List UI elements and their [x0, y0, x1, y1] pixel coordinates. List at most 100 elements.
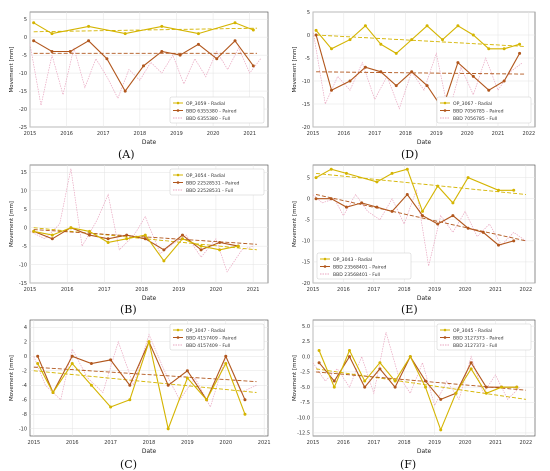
x-tick-label: 2019: [428, 440, 441, 446]
y-tick-label: -10.0: [297, 415, 310, 421]
panel-label-d: (D): [401, 148, 419, 161]
data-point-paired: [332, 379, 336, 383]
legend-box: [436, 323, 532, 351]
legend-box: [316, 252, 412, 280]
data-point-radial: [363, 24, 367, 28]
x-tick-label: 2018: [133, 131, 146, 137]
x-tick-label: 2020: [207, 131, 220, 137]
y-tick-label: -20: [302, 281, 310, 287]
y-tick-label: -15: [302, 102, 310, 108]
data-point-paired: [363, 65, 367, 69]
data-point-radial: [390, 171, 394, 175]
y-axis-label: Movement [mm]: [9, 201, 15, 247]
data-point-paired: [125, 233, 129, 237]
y-tick-label: 5: [24, 207, 27, 213]
data-point-paired: [420, 214, 424, 218]
data-point-radial: [162, 259, 166, 263]
y-tick-label: 4: [24, 325, 27, 331]
legend-box: [169, 323, 265, 351]
legend-entry-label: BBD 6355380 - Full: [186, 116, 230, 122]
data-point-paired: [314, 197, 318, 201]
data-point-radial: [344, 171, 348, 175]
x-tick-label: 2018: [143, 440, 156, 446]
data-point-paired: [160, 50, 164, 54]
data-point-radial: [363, 379, 367, 383]
y-tick-label: -20: [302, 125, 310, 131]
data-point-paired: [394, 84, 398, 88]
x-tick-label: 2021: [489, 287, 502, 293]
data-point-paired: [180, 233, 184, 237]
data-point-radial: [51, 391, 55, 394]
y-tick-label: 0: [24, 354, 27, 360]
legend-entry-label: BBD 23568401 - Paired: [333, 264, 387, 270]
x-tick-label: 2016: [337, 131, 350, 137]
legend-marker: [176, 109, 180, 112]
legend-entry-label: OP_3043 - Radial: [333, 257, 372, 263]
data-point-radial: [332, 385, 336, 389]
data-point-paired: [469, 361, 473, 365]
trend-line-paired: [316, 71, 526, 75]
data-point-radial: [375, 180, 379, 184]
series-line-radial: [33, 227, 239, 262]
data-point-radial: [128, 398, 132, 402]
legend-marker: [176, 173, 180, 177]
y-axis-label: Movement [mm]: [292, 47, 298, 93]
data-point-paired: [436, 222, 440, 226]
x-tick-label: 2015: [24, 287, 37, 293]
data-point-radial: [466, 176, 470, 180]
legend-entry-label: OP_3047 - Radial: [186, 328, 225, 334]
data-point-paired: [50, 237, 54, 241]
chart-panel-5: 2015 2016 2017 2018 2019 2020 2021 2022 5.0 2.5 0.…: [292, 319, 536, 455]
legend-marker: [176, 328, 180, 332]
data-point-paired: [314, 33, 318, 37]
data-point-paired: [405, 193, 409, 196]
series-line-full: [29, 44, 261, 106]
x-tick-label: 2016: [337, 287, 350, 293]
y-tick-label: -15: [302, 260, 310, 266]
y-tick-label: -7.5: [300, 400, 310, 406]
series-line-paired: [316, 193, 514, 246]
data-point-paired: [251, 64, 255, 68]
x-tick-label: 2017: [98, 287, 111, 293]
y-tick-label: -5: [305, 218, 310, 224]
data-point-paired: [32, 39, 36, 43]
data-point-paired: [344, 205, 348, 209]
x-tick-label: 2016: [66, 440, 79, 446]
data-point-paired: [70, 354, 74, 358]
chart-panel-1: 2015 2016 2017 2018 2019 2020 2021 2022 5 0 -5 -10 -…: [292, 10, 536, 146]
y-axis-label: Movement [mm]: [9, 355, 15, 401]
data-point-radial: [471, 33, 475, 37]
series-line-paired: [37, 340, 246, 401]
y-tick-label: -5: [22, 244, 27, 250]
data-point-radial: [123, 32, 127, 36]
y-tick-label: -8: [22, 412, 27, 418]
series-line-radial: [315, 168, 514, 213]
trend-line-radial: [33, 227, 257, 251]
chart-panel-3: 2015 2016 2017 2018 2019 2020 2021 2022 5 0 -5 -10 -…: [292, 164, 536, 302]
x-tick-label: 2015: [307, 440, 320, 446]
x-tick-label: 2020: [210, 287, 223, 293]
data-point-paired: [484, 385, 488, 389]
legend-entry-label: OP_3045 - Radial: [453, 328, 492, 334]
data-point-paired: [378, 367, 382, 371]
data-point-radial: [70, 362, 74, 365]
x-axis-label: Date: [417, 295, 432, 302]
x-tick-label: 2022: [520, 287, 533, 293]
data-point-paired: [128, 383, 132, 387]
y-tick-label: -12.5: [297, 431, 310, 437]
data-point-paired: [218, 240, 222, 244]
data-point-radial: [405, 167, 409, 171]
data-point-paired: [424, 379, 428, 383]
y-tick-label: -6: [22, 398, 27, 404]
legend-entry-label: OP_3059 - Radial: [186, 101, 225, 107]
data-point-radial: [243, 412, 247, 416]
legend-entry-label: OP_3054 - Radial: [186, 173, 225, 179]
data-point-radial: [512, 188, 516, 192]
data-point-radial: [196, 32, 200, 36]
data-point-paired: [178, 53, 182, 57]
data-point-paired: [199, 248, 203, 252]
data-point-radial: [32, 229, 36, 233]
